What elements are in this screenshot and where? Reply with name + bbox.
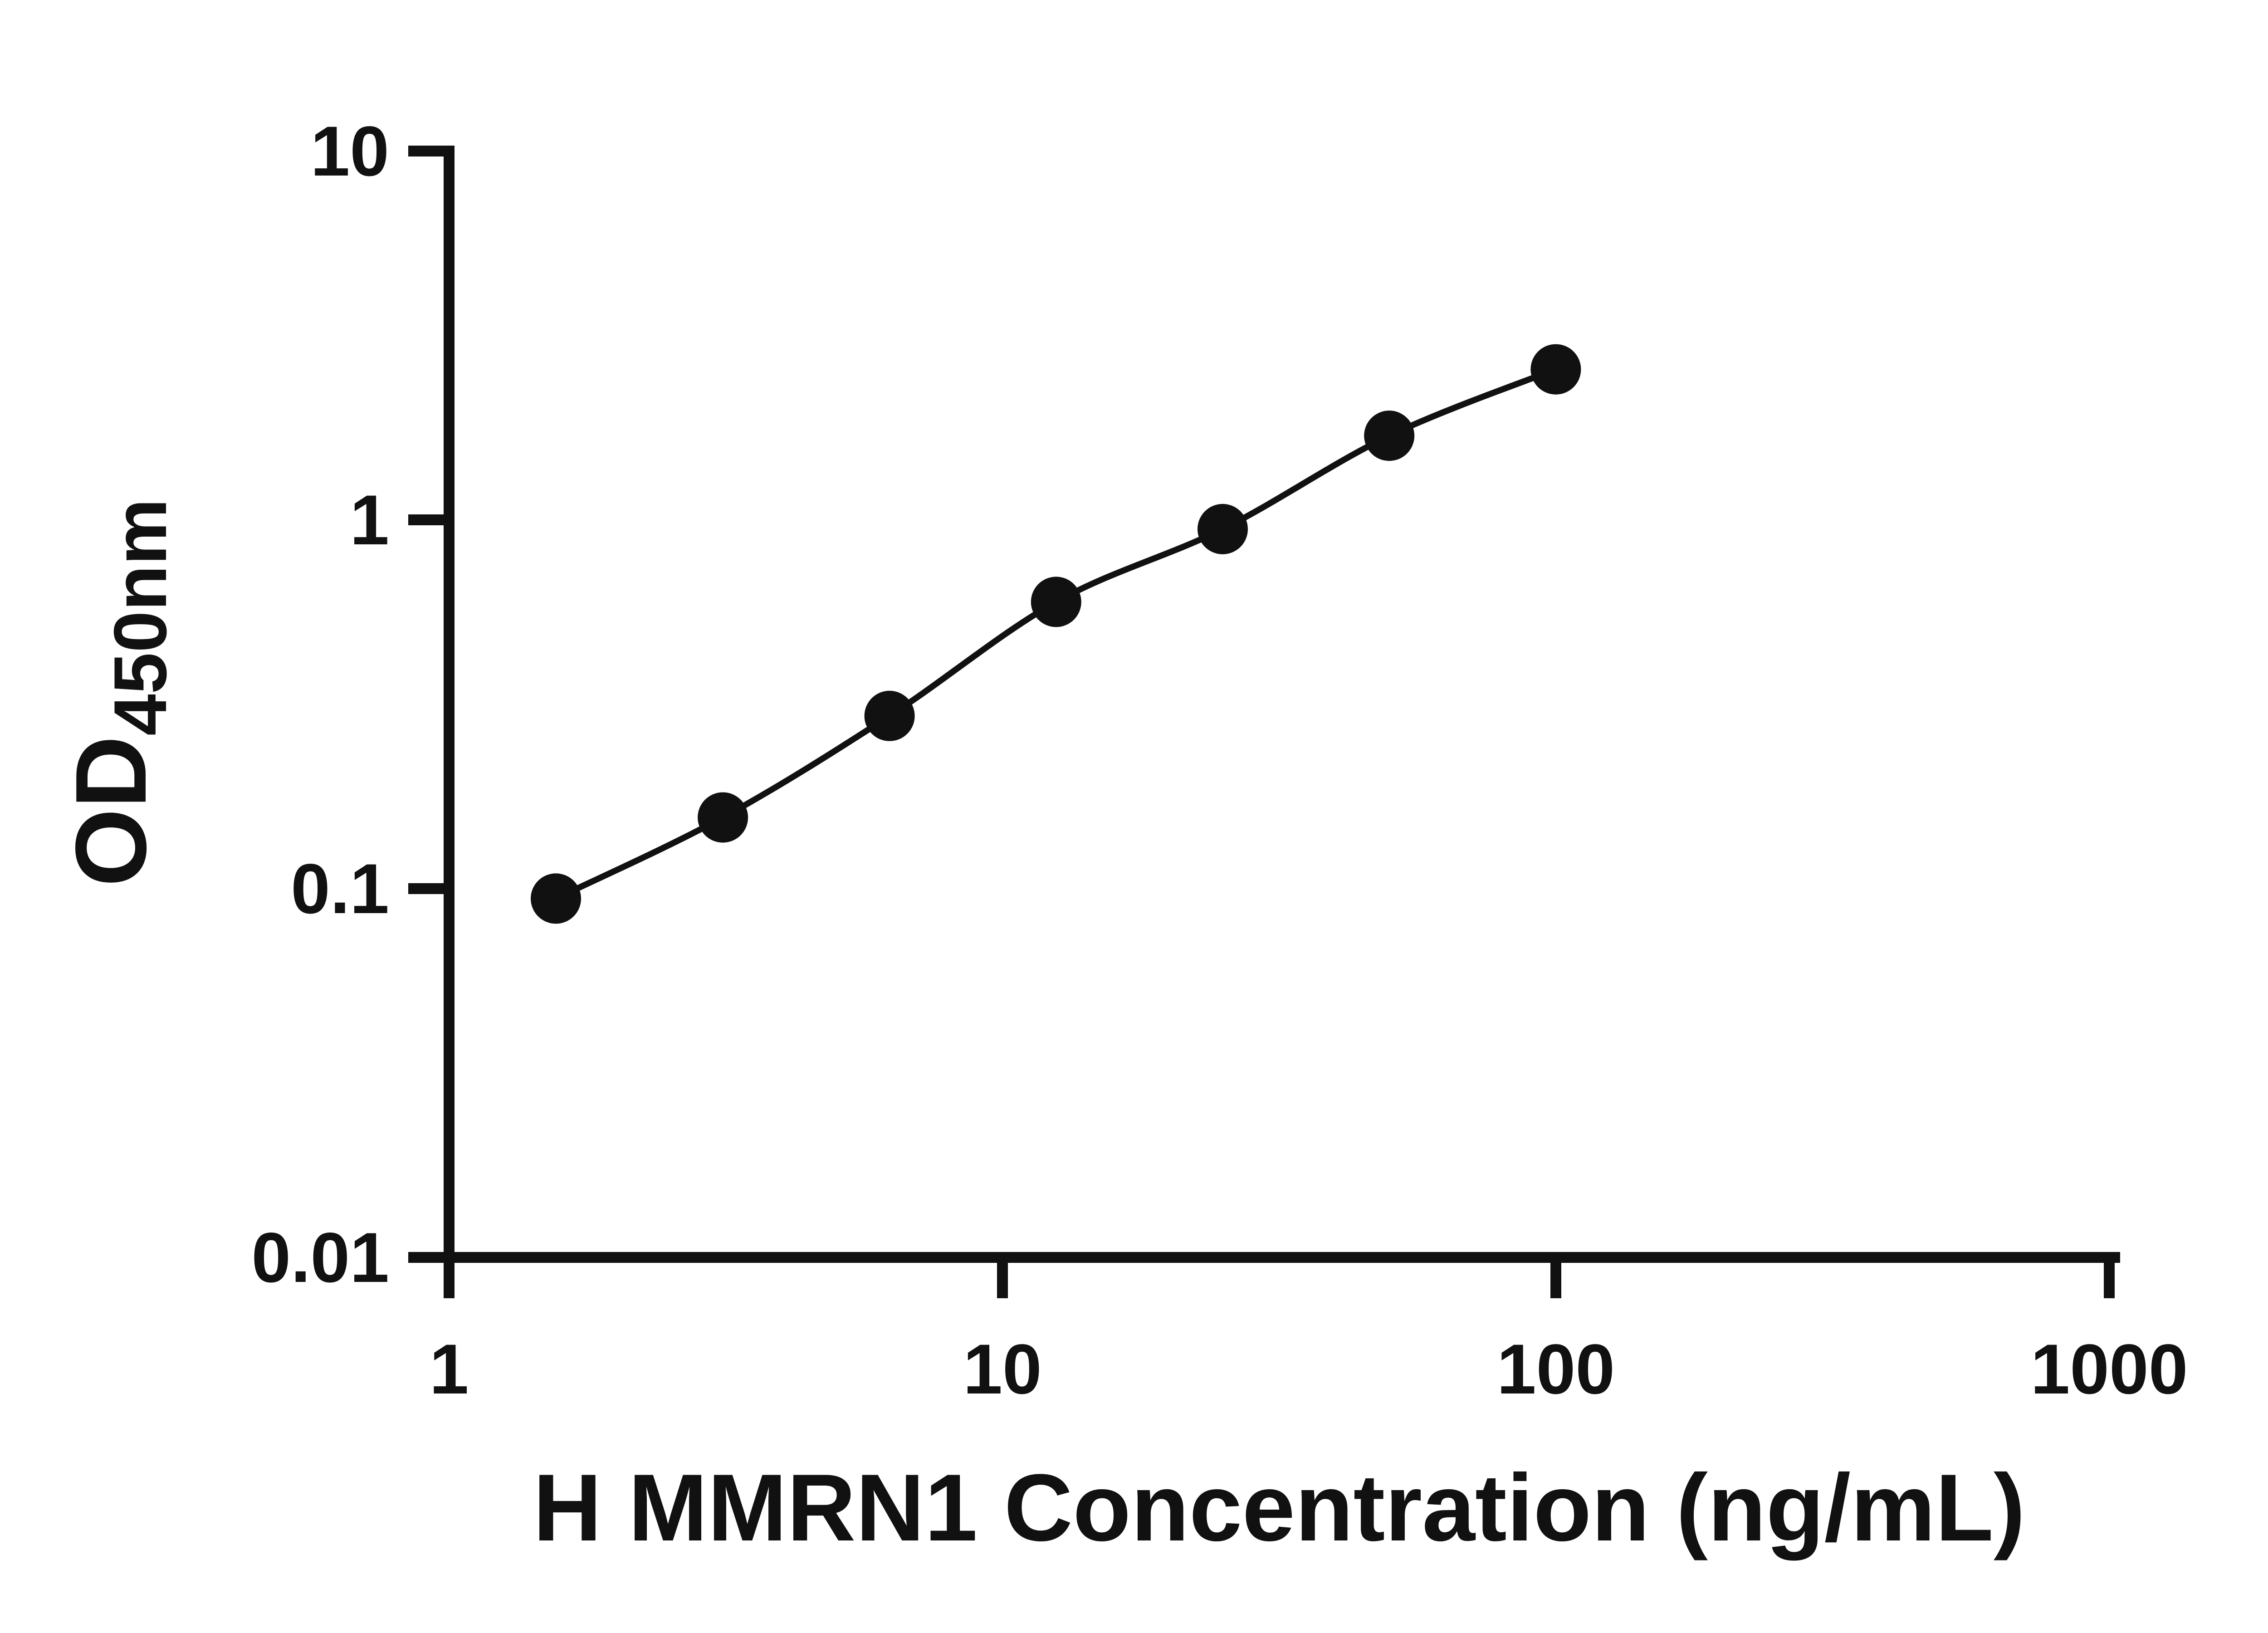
x-axis-tick-label: 1 xyxy=(430,1330,469,1409)
y-axis-tick-label: 10 xyxy=(310,112,389,191)
axis-spines xyxy=(444,146,2120,1263)
data-point xyxy=(1031,577,1081,627)
y-axis-title-subscript: 450nm xyxy=(98,499,182,736)
y-axis-tick-label: 0.01 xyxy=(251,1218,389,1297)
x-axis-tick-label: 10 xyxy=(963,1330,1042,1409)
x-axis-tick-label: 1000 xyxy=(2030,1330,2188,1409)
y-axis-tick-label: 0.1 xyxy=(291,850,389,929)
data-point xyxy=(531,873,581,924)
curve-and-points xyxy=(531,344,1581,924)
data-point xyxy=(1364,411,1415,461)
y-axis-title-main: OD xyxy=(55,736,167,887)
x-axis-title: H MMRN1 Concentration (ng/mL) xyxy=(533,1454,2025,1561)
data-point xyxy=(1198,504,1248,554)
data-point xyxy=(1530,344,1581,395)
x-axis-tick-label: 100 xyxy=(1497,1330,1615,1409)
data-point xyxy=(864,690,915,741)
data-point xyxy=(698,792,748,843)
y-axis-title: OD450nm xyxy=(55,499,182,887)
y-axis-tick-label: 1 xyxy=(350,481,389,560)
axes: 0.01 0.1 1 10 1 10 100 1000 xyxy=(251,112,2188,1409)
